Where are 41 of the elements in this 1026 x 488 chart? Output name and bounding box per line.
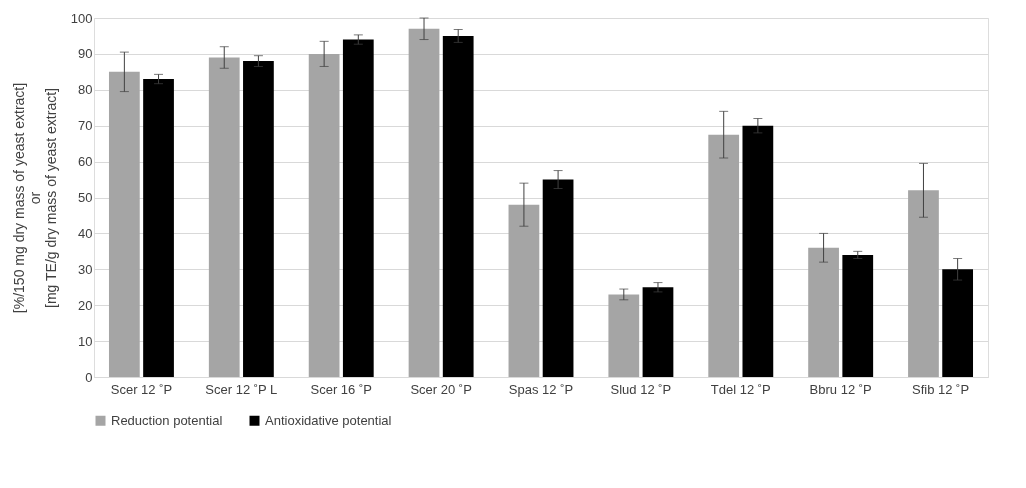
legend-label: Antioxidative potential	[265, 412, 392, 428]
x-tick-label: Scer 12 ˚P	[110, 381, 173, 397]
x-tick-label: Spas 12 ˚P	[508, 381, 574, 397]
x-tick-label: Bbru 12 ˚P	[809, 381, 872, 397]
x-tick-label: Scer 16 ˚P	[310, 381, 372, 397]
bar	[742, 125, 774, 377]
x-tick-label: Slud 12 ˚P	[610, 381, 672, 397]
bar	[342, 39, 374, 377]
x-tick-label: Tdel 12 ˚P	[710, 381, 771, 397]
y-tick-label: 90	[78, 46, 93, 62]
bar	[808, 247, 839, 377]
bar	[842, 254, 874, 377]
y-tick-label: 60	[78, 154, 93, 170]
bar	[408, 28, 440, 377]
bar	[243, 61, 274, 377]
bar	[608, 294, 640, 377]
bar	[308, 53, 340, 377]
bar	[942, 269, 974, 377]
y-tick-label: 30	[78, 261, 93, 277]
y-tick-label: 40	[78, 225, 93, 241]
y-tick-label: 20	[78, 297, 93, 313]
x-tick-label: Scer 20 ˚P	[410, 381, 472, 397]
y-tick-label: 80	[78, 82, 93, 98]
x-tick-label: Sfib 12 ˚P	[912, 381, 970, 397]
legend-label: Reduction potential	[111, 412, 223, 428]
bar	[442, 35, 474, 377]
y-tick-label: 10	[78, 333, 93, 349]
bar	[708, 134, 740, 377]
bar	[143, 79, 174, 377]
bar	[208, 57, 240, 377]
bar	[908, 190, 939, 377]
y-tick-label: 70	[78, 118, 93, 134]
bar	[108, 71, 140, 377]
y-tick-label: 0	[85, 369, 93, 385]
y-tick-label: 100	[70, 10, 93, 26]
bar	[642, 287, 674, 377]
x-tick-label: Scer 12 ˚P L	[205, 381, 278, 397]
bar	[542, 179, 574, 377]
bar	[508, 204, 540, 377]
y-tick-label: 50	[78, 190, 93, 205]
y-axis-title: [%/150 mg dry mass of yeast extract] or [mg TE/g dry mass of yeast extract]	[10, 82, 59, 314]
